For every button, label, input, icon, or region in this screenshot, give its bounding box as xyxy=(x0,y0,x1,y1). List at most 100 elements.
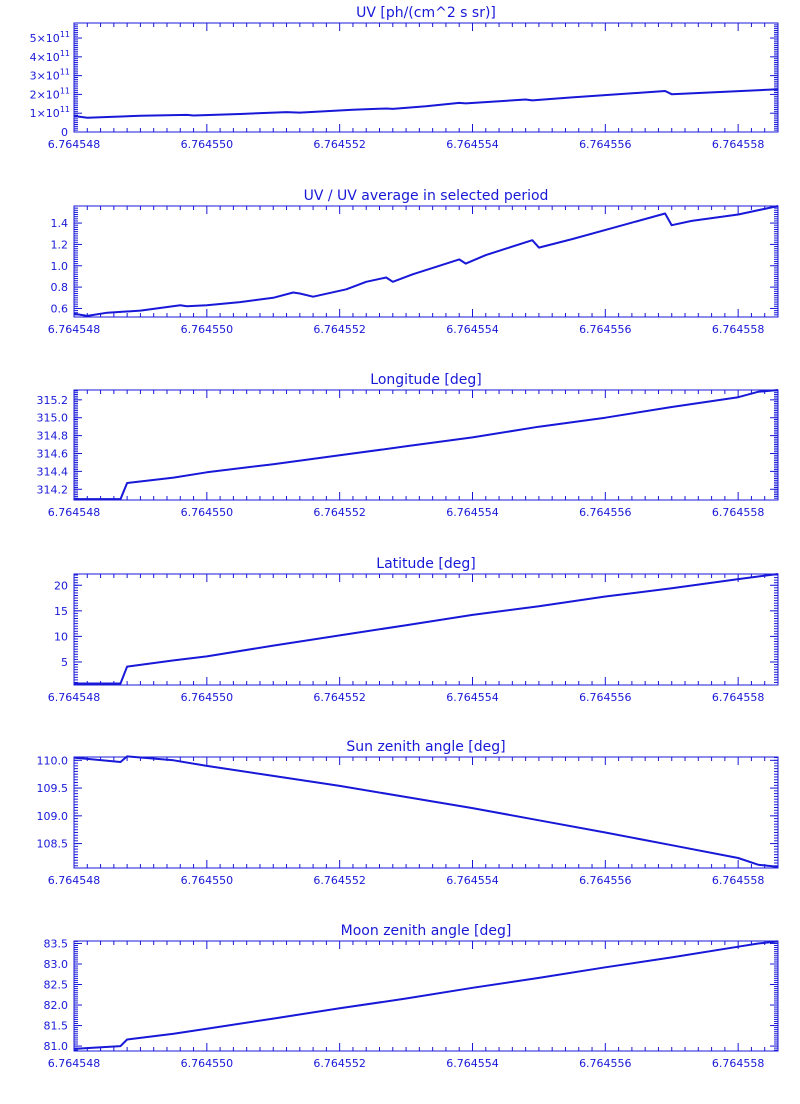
series-line xyxy=(74,573,779,685)
y-tick-label: 1.0 xyxy=(51,260,69,273)
chart-title: Longitude [deg] xyxy=(370,372,481,388)
x-tick-label: 6.764548 xyxy=(48,1057,101,1070)
y-tick-label: 1.4 xyxy=(51,217,69,230)
x-tick-label: 6.764558 xyxy=(712,1057,765,1070)
plot-frame xyxy=(73,573,779,686)
series-line xyxy=(73,88,779,119)
y-tick-label-base: 2×10 xyxy=(30,88,60,101)
chart-title: UV [ph/(cm^2 s sr)] xyxy=(356,5,496,21)
x-tick-label: 6.764556 xyxy=(579,874,632,887)
y-tick-label: 15 xyxy=(54,605,68,618)
y-tick-label: 314.6 xyxy=(37,447,69,460)
x-tick-label: 6.764552 xyxy=(313,138,366,151)
y-tick-label: 82.0 xyxy=(44,999,69,1012)
y-tick-label: 315.2 xyxy=(37,394,69,407)
x-tick-label: 6.764556 xyxy=(579,1057,632,1070)
y-tick-label: 0.8 xyxy=(51,281,69,294)
y-tick-label-exponent: 11 xyxy=(60,49,70,58)
y-tick-label: 4×1011 xyxy=(30,49,70,64)
x-tick-label: 6.764558 xyxy=(712,691,765,704)
chart-panel-4: Latitude [deg] 6.764548 6.764550 6.764552 6.… xyxy=(48,556,779,704)
y-tick-label: 108.5 xyxy=(37,838,69,851)
y-tick-label-exponent: 11 xyxy=(60,30,70,39)
x-tick-label: 6.764556 xyxy=(579,138,632,151)
y-tick-label-base: 5×10 xyxy=(30,32,60,45)
x-tick-label: 6.764554 xyxy=(446,323,499,336)
chart-panel-5: Sun zenith angle [deg] 6.764548 6.764550 6.… xyxy=(37,739,779,887)
y-tick-label-exponent: 11 xyxy=(60,68,70,77)
y-tick-label: 109.0 xyxy=(37,810,69,823)
y-tick-label-exponent: 11 xyxy=(60,86,70,95)
chart-panel-3: Longitude [deg] 6.764548 6.764550 6.764552 6… xyxy=(37,372,779,519)
chart-panel-6: Moon zenith angle [deg] 6.764548 6.764550 6… xyxy=(44,923,779,1070)
y-tick-label-base: 4×10 xyxy=(30,51,60,64)
x-tick-label: 6.764554 xyxy=(446,506,499,519)
y-tick-label: 314.2 xyxy=(37,483,69,496)
x-tick-label: 6.764552 xyxy=(313,691,366,704)
y-tick-label: 315.0 xyxy=(37,412,69,425)
series-line xyxy=(73,755,779,868)
x-tick-label: 6.764548 xyxy=(48,323,101,336)
y-tick-label-base: 3×10 xyxy=(30,70,60,83)
x-tick-label: 6.764552 xyxy=(313,506,366,519)
y-tick-label: 83.0 xyxy=(44,958,69,971)
chart-title: Latitude [deg] xyxy=(376,556,475,572)
y-tick-label-exponent: 11 xyxy=(60,105,70,114)
y-tick-label-base: 1×10 xyxy=(30,107,60,120)
x-tick-label: 6.764548 xyxy=(48,874,101,887)
x-tick-label: 6.764556 xyxy=(579,691,632,704)
series-line xyxy=(73,940,779,1050)
y-tick-label: 83.5 xyxy=(44,937,69,950)
x-tick-label: 6.764558 xyxy=(712,506,765,519)
series-line xyxy=(74,389,779,501)
x-tick-label: 6.764550 xyxy=(181,506,234,519)
y-tick-label: 2×1011 xyxy=(30,86,70,101)
chart-panel-2: UV / UV average in selected period 6.7645… xyxy=(48,188,779,336)
y-tick-label: 109.5 xyxy=(37,782,69,795)
plot-frame xyxy=(73,205,779,318)
x-tick-label: 6.764554 xyxy=(446,691,499,704)
y-tick-label: 81.0 xyxy=(44,1040,69,1053)
chart-title: Moon zenith angle [deg] xyxy=(341,923,512,939)
y-tick-label: 314.8 xyxy=(37,430,69,443)
y-tick-label: 110.0 xyxy=(37,754,69,767)
y-tick-label: 20 xyxy=(54,579,68,592)
y-tick-label: 5×1011 xyxy=(30,30,70,45)
y-tick-label: 1.2 xyxy=(51,238,69,251)
x-tick-label: 6.764556 xyxy=(579,323,632,336)
plot-frame xyxy=(73,756,779,869)
y-tick-label: 82.5 xyxy=(44,979,69,992)
x-tick-label: 6.764552 xyxy=(313,874,366,887)
x-tick-label: 6.764558 xyxy=(712,138,765,151)
x-tick-label: 6.764550 xyxy=(181,691,234,704)
series-line xyxy=(73,205,779,317)
y-tick-label: 81.5 xyxy=(44,1020,69,1033)
y-tick-label: 10 xyxy=(54,630,68,643)
chart-title: Sun zenith angle [deg] xyxy=(346,739,505,755)
x-tick-label: 6.764550 xyxy=(181,323,234,336)
x-tick-label: 6.764550 xyxy=(181,874,234,887)
chart-title: UV / UV average in selected period xyxy=(304,188,549,204)
y-tick-label: 5 xyxy=(61,656,68,669)
x-tick-label: 6.764558 xyxy=(712,323,765,336)
x-tick-label: 6.764554 xyxy=(446,1057,499,1070)
plot-frame xyxy=(73,940,779,1052)
x-tick-label: 6.764548 xyxy=(48,691,101,704)
y-tick-label: 0 xyxy=(61,126,68,139)
x-tick-label: 6.764548 xyxy=(48,138,101,151)
x-tick-label: 6.764550 xyxy=(181,138,234,151)
x-tick-label: 6.764558 xyxy=(712,874,765,887)
y-tick-label: 1×1011 xyxy=(30,105,70,120)
chart-panel-1: UV [ph/(cm^2 s sr)] 6.764548 6.764550 6.764… xyxy=(30,5,779,151)
y-tick-label: 3×1011 xyxy=(30,68,70,83)
x-tick-label: 6.764548 xyxy=(48,506,101,519)
x-tick-label: 6.764554 xyxy=(446,138,499,151)
y-tick-label: 314.4 xyxy=(37,465,69,478)
x-tick-label: 6.764552 xyxy=(313,323,366,336)
x-tick-label: 6.764550 xyxy=(181,1057,234,1070)
y-tick-label: 0.6 xyxy=(51,302,69,315)
x-tick-label: 6.764556 xyxy=(579,506,632,519)
x-tick-label: 6.764554 xyxy=(446,874,499,887)
